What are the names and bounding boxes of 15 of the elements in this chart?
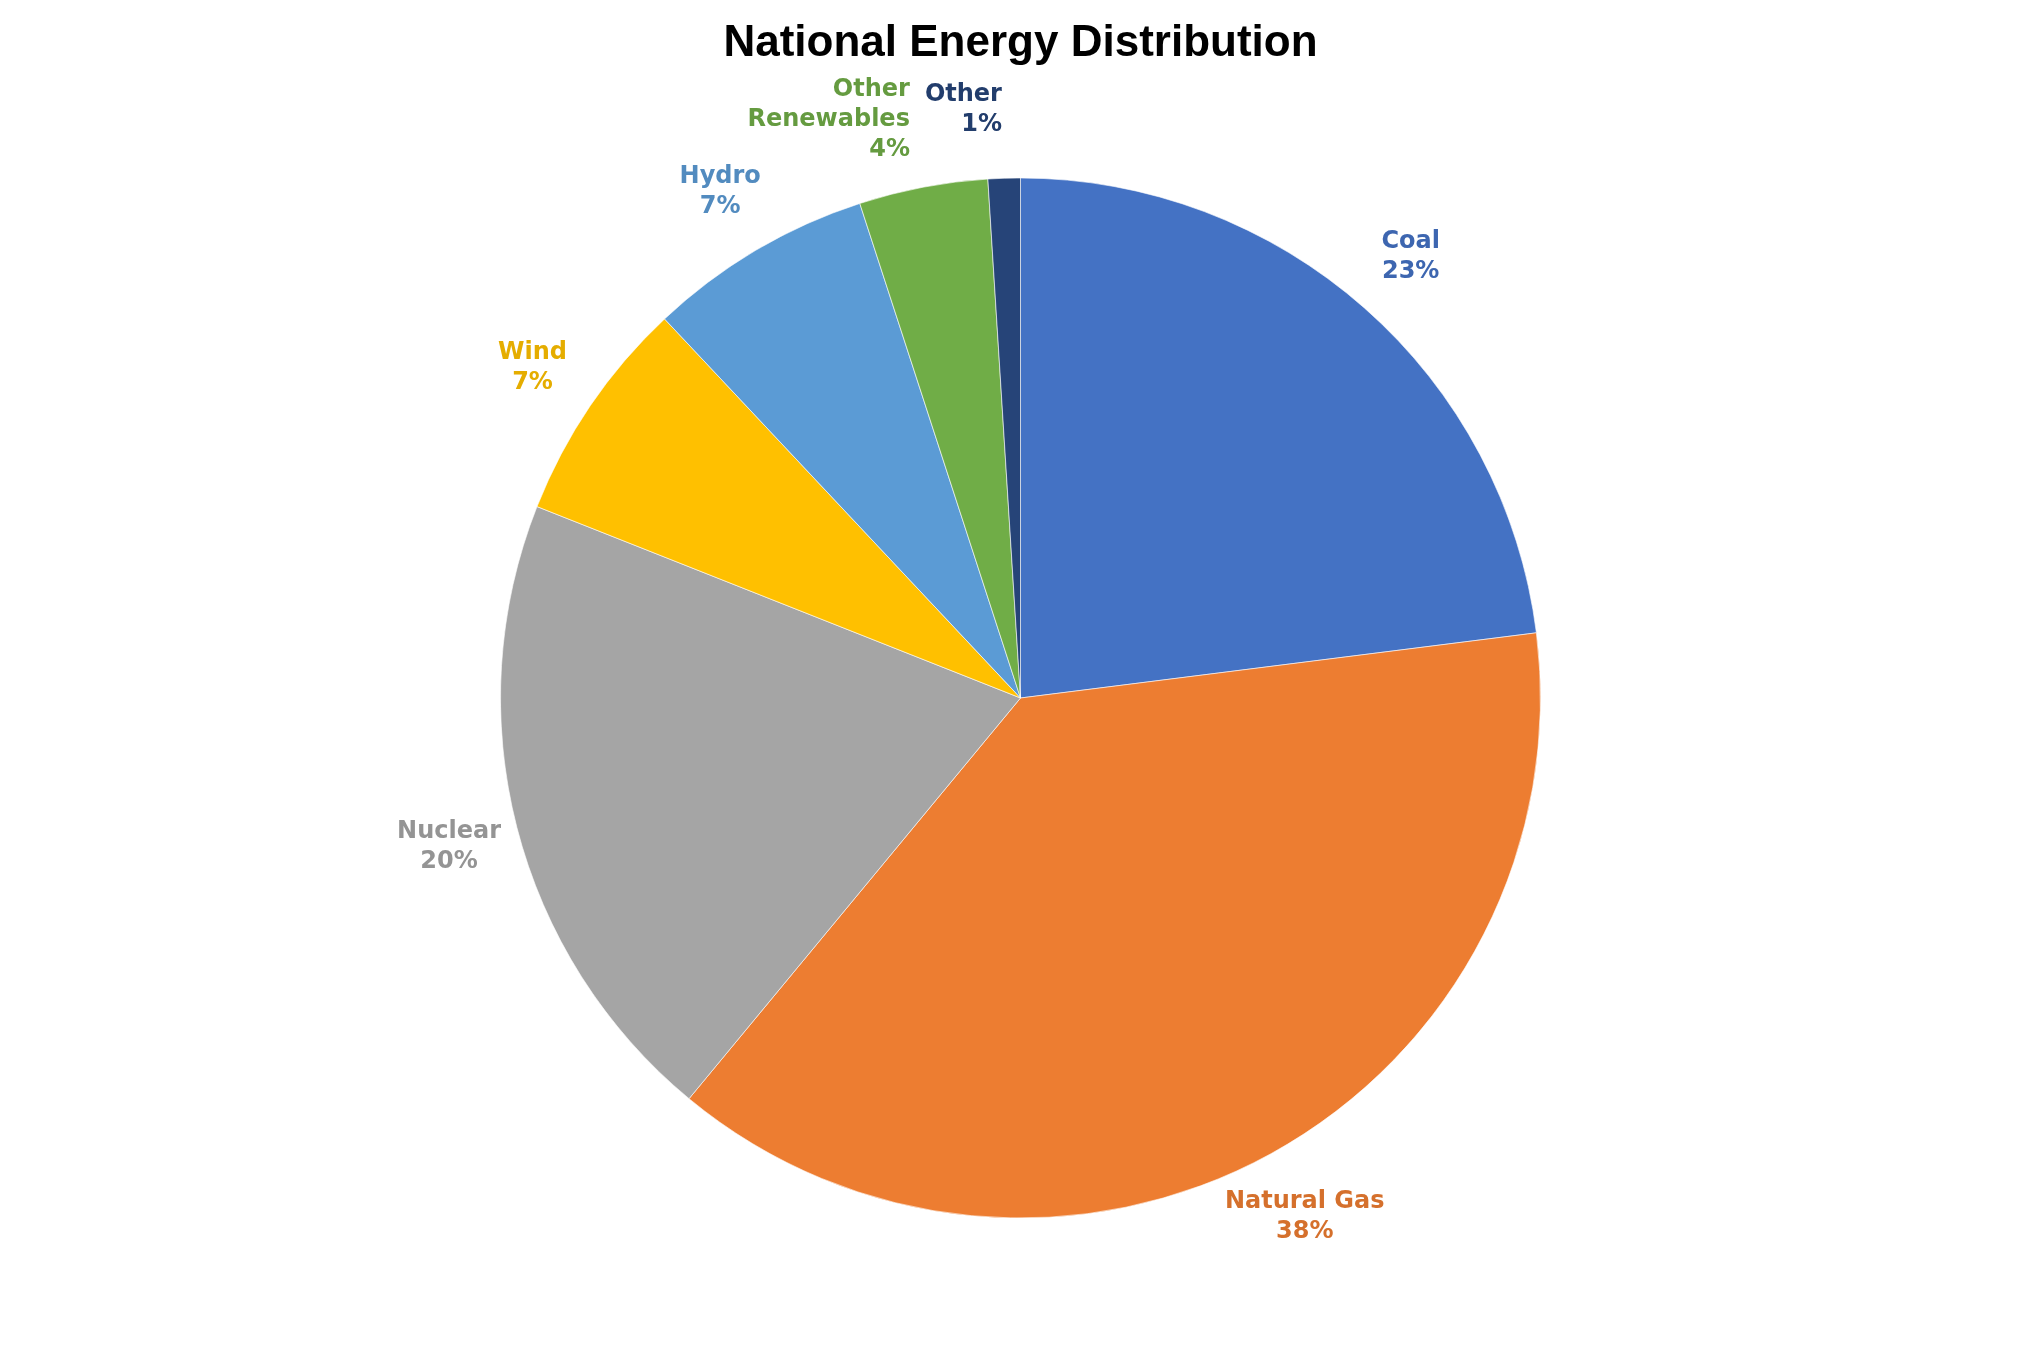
data-label: 7%: [699, 191, 741, 220]
chart-title: National Energy Distribution: [723, 16, 1318, 65]
data-label: 38%: [1276, 1216, 1334, 1245]
data-label: 23%: [1381, 256, 1440, 285]
data-label: 7%: [512, 367, 553, 396]
data-label: 20%: [420, 845, 478, 874]
slice-label: Nuclear: [397, 815, 502, 844]
slice-label: Coal: [1381, 226, 1440, 255]
slice-label: Natural Gas: [1224, 1186, 1385, 1215]
slice-label: Hydro: [679, 161, 761, 190]
slice-label: Wind: [498, 337, 568, 366]
slice-label: Other: [924, 79, 1003, 108]
slice-label: Other Renewables: [747, 74, 911, 133]
data-label: 1%: [961, 109, 1002, 138]
data-label: 4%: [869, 134, 910, 163]
